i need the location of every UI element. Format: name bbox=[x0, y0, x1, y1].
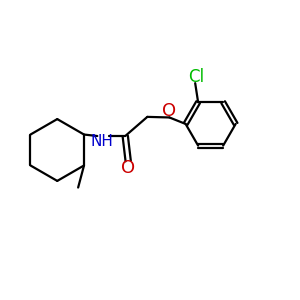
Text: NH: NH bbox=[90, 134, 113, 149]
Text: O: O bbox=[121, 158, 135, 176]
Text: Cl: Cl bbox=[189, 68, 205, 86]
Text: O: O bbox=[162, 102, 176, 120]
